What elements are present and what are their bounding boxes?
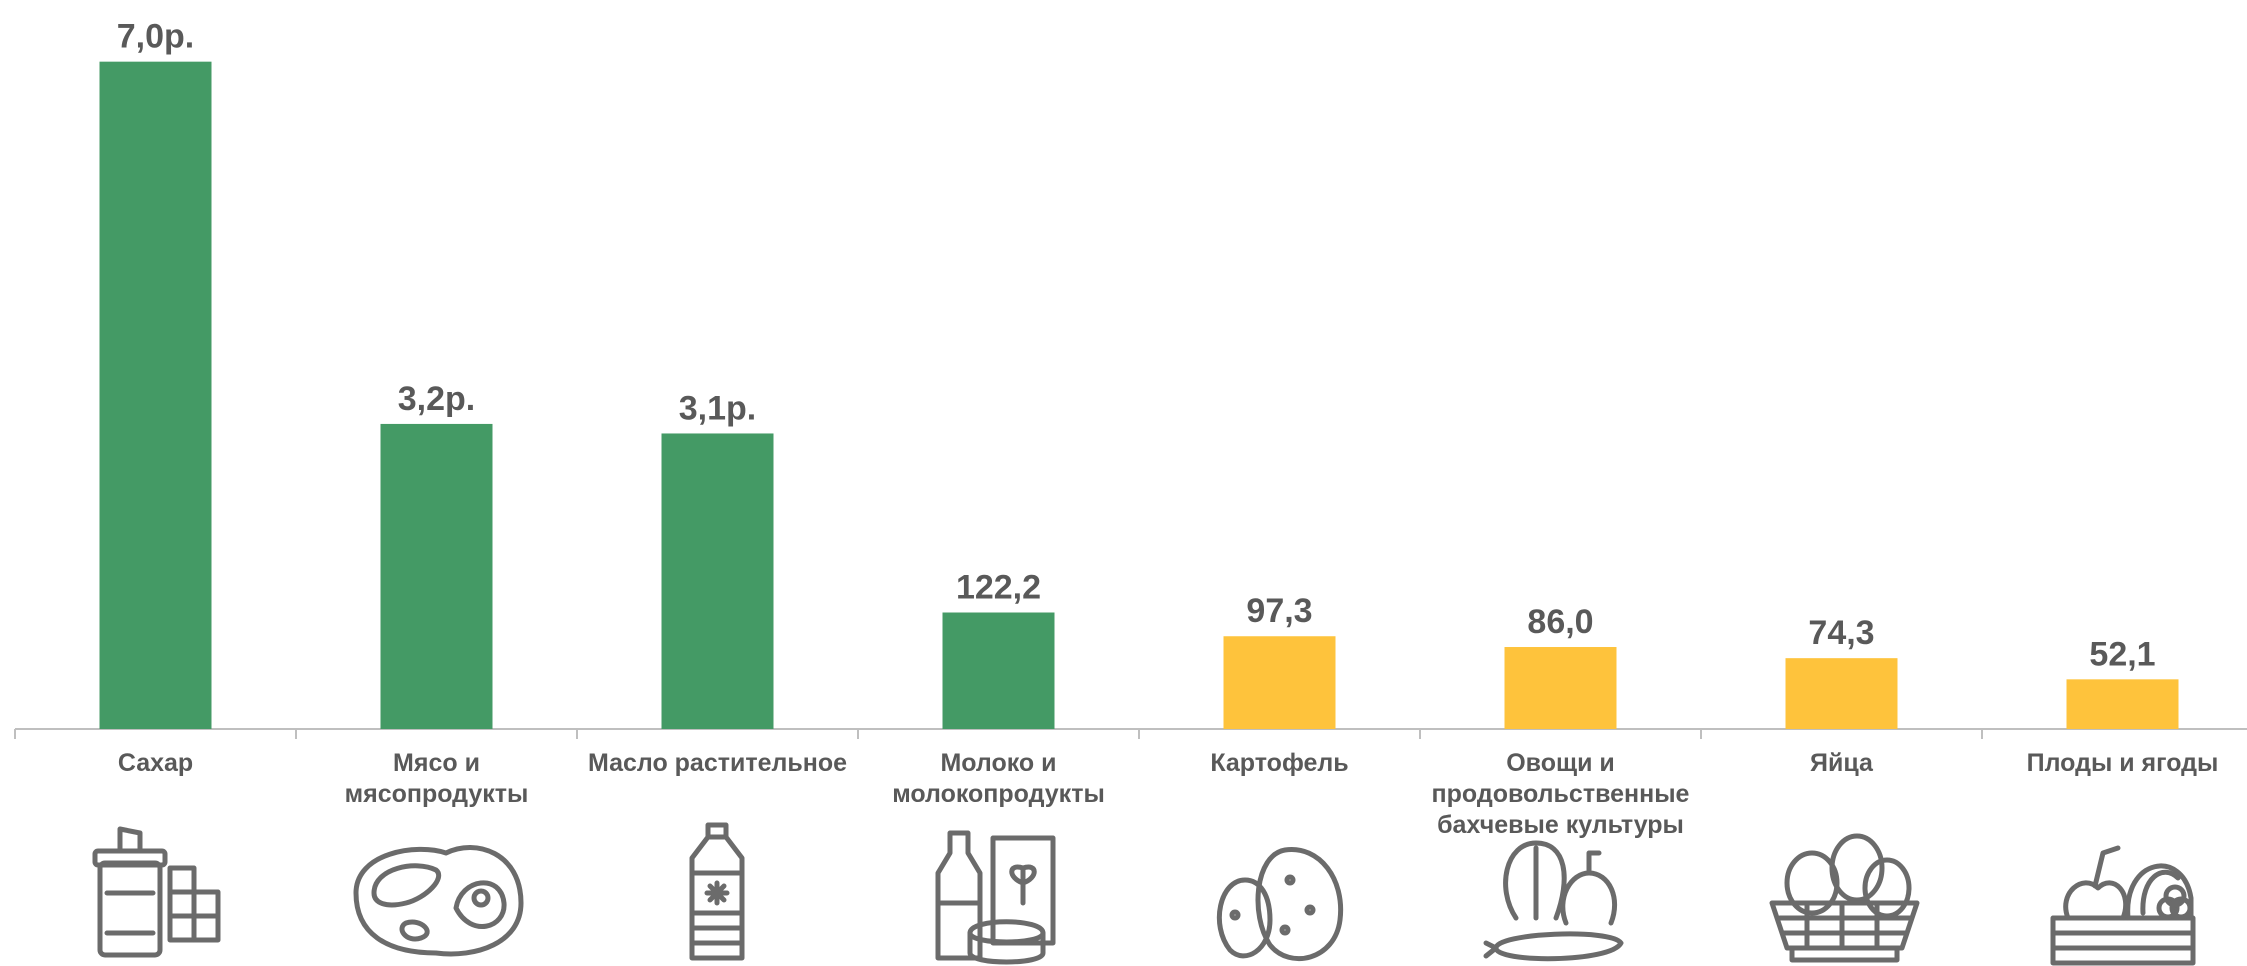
bar <box>2066 679 2179 729</box>
icon-sugar <box>92 826 221 958</box>
category-label: Яйца <box>1810 749 1873 777</box>
bar <box>942 612 1055 729</box>
bar <box>1223 636 1336 729</box>
bar <box>380 423 493 729</box>
category-label: Картофель <box>1210 749 1349 777</box>
icon-meat <box>353 844 524 957</box>
category-label: Овощи и продовольственные бахчевые культ… <box>1431 749 1690 839</box>
category-label: Плоды и ягоды <box>2026 749 2219 777</box>
value-label: 52,1 <box>2089 635 2155 673</box>
icon-milk <box>935 830 1056 965</box>
value-label: 3,1р. <box>679 389 756 427</box>
icon-vegetables <box>1483 840 1624 962</box>
category-label: Молоко и молокопродукты <box>892 749 1105 808</box>
icon-fruit <box>2050 845 2196 966</box>
category-label: Масло растительное <box>587 749 848 777</box>
category-label: Мясо и мясопродукты <box>344 749 529 808</box>
bar <box>661 433 774 729</box>
value-label: 3,2р. <box>398 380 475 418</box>
category-label: Сахар <box>117 749 194 777</box>
value-label: 97,3 <box>1246 592 1312 630</box>
bar <box>1504 647 1617 729</box>
bar <box>99 61 212 729</box>
value-label: 74,3 <box>1808 614 1874 652</box>
value-label: 7,0р. <box>117 18 194 56</box>
value-label: 122,2 <box>956 569 1041 607</box>
icon-potato <box>1216 847 1344 962</box>
value-label: 86,0 <box>1527 603 1593 641</box>
bar <box>1785 658 1898 729</box>
icon-oil <box>689 822 745 961</box>
icon-eggs <box>1769 833 1920 963</box>
